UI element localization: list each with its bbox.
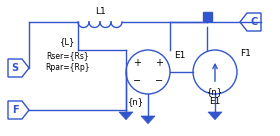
Text: −: − — [155, 76, 163, 86]
Text: E1: E1 — [174, 52, 185, 61]
Text: {n}: {n} — [207, 87, 223, 97]
Text: +: + — [155, 58, 163, 68]
Text: E1: E1 — [209, 98, 221, 106]
Text: Rser={Rs}: Rser={Rs} — [47, 52, 89, 61]
Text: F1: F1 — [240, 50, 251, 58]
Text: S: S — [11, 63, 18, 73]
Text: {n}: {n} — [128, 98, 144, 106]
Polygon shape — [119, 112, 133, 120]
Text: {L}: {L} — [60, 38, 76, 47]
Text: C: C — [250, 17, 258, 27]
Text: −: − — [133, 76, 141, 86]
Text: L1: L1 — [95, 7, 105, 16]
Text: +: + — [133, 58, 141, 68]
Bar — [202, 12, 211, 21]
Text: F: F — [12, 105, 18, 115]
Polygon shape — [208, 112, 222, 120]
Polygon shape — [141, 116, 155, 124]
Text: Rpar={Rp}: Rpar={Rp} — [46, 64, 90, 72]
